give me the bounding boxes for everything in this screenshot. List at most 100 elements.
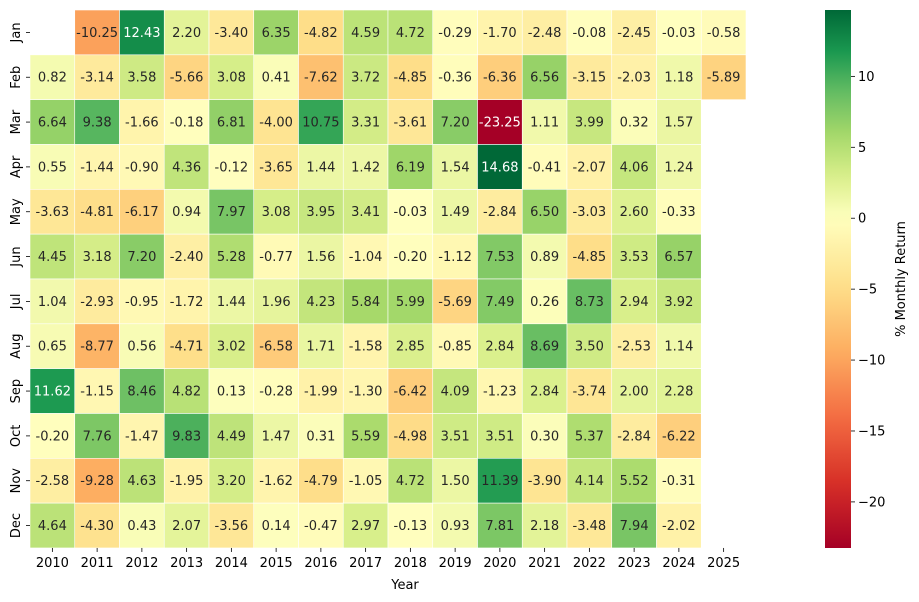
- heatmap-cell: [119, 144, 165, 190]
- heatmap-cell: [432, 323, 478, 369]
- cell-value-label: 7.49: [485, 295, 514, 310]
- cell-value-label: 5.59: [351, 429, 380, 444]
- cell-value-label: 2.20: [172, 26, 201, 41]
- cell-value-label: -0.13: [394, 519, 428, 534]
- cell-value-label: -0.20: [394, 250, 428, 265]
- heatmap-cell: [521, 99, 568, 145]
- cell-value-label: 6.56: [530, 71, 559, 86]
- heatmap-cell: [253, 413, 299, 459]
- cell-value-label: 1.49: [441, 205, 470, 220]
- heatmap-cell: [208, 144, 255, 190]
- heatmap-cell: [477, 457, 523, 504]
- x-tick-label: 2018: [394, 556, 427, 571]
- cell-value-label: 2.94: [620, 295, 649, 310]
- heatmap-cell: [656, 413, 702, 459]
- heatmap-cell: [611, 99, 657, 145]
- heatmap-cell: [298, 413, 344, 459]
- heatmap-cell: [163, 54, 210, 100]
- cell-value-label: 0.14: [262, 519, 291, 534]
- heatmap-cell: [387, 189, 434, 235]
- cell-value-label: 4.64: [38, 519, 67, 534]
- cell-value-label: 8.73: [575, 295, 604, 310]
- cell-value-label: -1.99: [304, 385, 338, 400]
- x-tick-label: 2016: [304, 556, 337, 571]
- cell-value-label: -1.95: [170, 474, 204, 489]
- cell-value-label: 9.38: [83, 116, 112, 131]
- y-tick-label: Jan: [9, 22, 24, 43]
- cell-value-label: 2.84: [530, 385, 559, 400]
- heatmap-cell: [656, 323, 702, 369]
- cell-value-label: 4.06: [620, 160, 649, 175]
- heatmap-cell: [521, 54, 568, 100]
- cell-value-label: 7.20: [441, 116, 470, 131]
- cell-value-label: 1.44: [306, 160, 335, 175]
- heatmap-cell: [298, 323, 344, 369]
- cell-value-label: -0.08: [573, 26, 607, 41]
- heatmap-cell: [119, 54, 165, 100]
- colorbar-tick-label: −5: [858, 283, 877, 298]
- cell-value-label: -0.47: [304, 519, 338, 534]
- cell-value-label: 0.94: [172, 205, 201, 220]
- cell-value-label: 0.43: [127, 519, 156, 534]
- heatmap-cell: [74, 9, 120, 56]
- cell-value-label: -3.48: [573, 519, 607, 534]
- heatmap-cell: [611, 189, 657, 235]
- x-tick-label: 2024: [662, 556, 695, 571]
- cell-value-label: 1.57: [664, 116, 693, 131]
- heatmap-cell: [521, 323, 568, 369]
- x-tick-label: 2014: [215, 556, 248, 571]
- heatmap-cell: [163, 323, 210, 369]
- cell-value-label: 14.68: [481, 160, 518, 175]
- heatmap-cell: [298, 368, 344, 414]
- cell-value-label: -4.82: [304, 26, 338, 41]
- heatmap-cell: [656, 233, 702, 280]
- heatmap-cell: [387, 368, 434, 414]
- cell-value-label: 0.32: [620, 116, 649, 131]
- heatmap-cell: [74, 233, 120, 280]
- cell-value-label: 11.62: [34, 385, 71, 400]
- colorbar-tick-label: 0: [858, 212, 866, 227]
- heatmap-cell: [74, 323, 120, 369]
- cell-value-label: 9.83: [172, 429, 201, 444]
- heatmap-cell: [656, 457, 702, 504]
- heatmap-cell: [656, 368, 702, 414]
- heatmap-cell: [521, 278, 568, 325]
- cell-value-label: 6.35: [262, 26, 291, 41]
- heatmap-cell: [253, 457, 299, 504]
- heatmap-cell: [342, 54, 389, 100]
- cell-value-label: 3.31: [351, 116, 380, 131]
- heatmap-cell: [611, 323, 657, 369]
- cell-value-label: 5.99: [396, 295, 425, 310]
- heatmap-cell: [477, 189, 523, 235]
- heatmap-cell: [342, 233, 389, 280]
- heatmap-cell: [477, 278, 523, 325]
- heatmap-cell: [432, 457, 478, 504]
- cell-value-label: 5.37: [575, 429, 604, 444]
- heatmap-cell: [611, 278, 657, 325]
- x-tick-label: 2022: [573, 556, 606, 571]
- heatmap-cell: [74, 54, 120, 100]
- heatmap-cell: [298, 502, 344, 549]
- heatmap-cell: [298, 144, 344, 190]
- heatmap-cell: [342, 502, 389, 549]
- cell-value-label: 7.94: [620, 519, 649, 534]
- cell-value-label: -1.30: [349, 385, 383, 400]
- y-tick-label: Mar: [9, 109, 24, 134]
- cell-value-label: 7.53: [485, 250, 514, 265]
- heatmap-cell: [521, 502, 568, 549]
- cell-value-label: -0.18: [170, 116, 204, 131]
- x-tick-label: 2019: [439, 556, 472, 571]
- heatmap-cell: [387, 323, 434, 369]
- heatmap-cell: [656, 502, 702, 549]
- cell-value-label: 0.30: [530, 429, 559, 444]
- cell-value-label: -2.84: [483, 205, 517, 220]
- cell-value-label: -4.00: [259, 116, 293, 131]
- heatmap-cells: [29, 9, 747, 549]
- cell-value-label: -0.95: [125, 295, 159, 310]
- cell-value-label: 4.72: [396, 26, 425, 41]
- cell-value-label: -2.45: [617, 26, 651, 41]
- cell-value-label: 4.14: [575, 474, 604, 489]
- cell-value-label: 4.45: [38, 250, 67, 265]
- cell-value-label: 1.18: [664, 71, 693, 86]
- cell-value-label: -1.23: [483, 385, 517, 400]
